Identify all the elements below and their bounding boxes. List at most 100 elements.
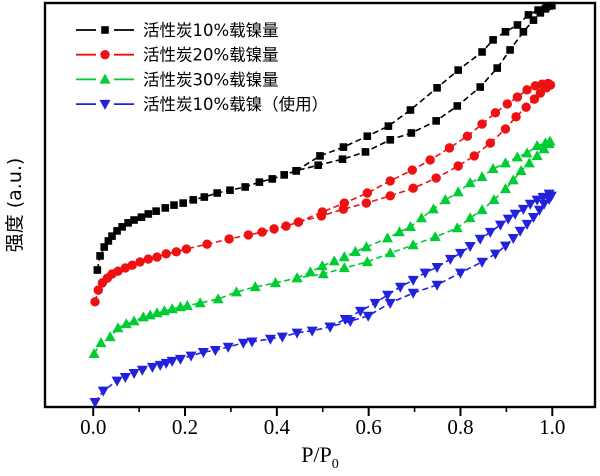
triangle-down-marker	[531, 195, 543, 206]
triangle-up-marker	[393, 226, 405, 237]
triangle-up-marker	[487, 163, 499, 174]
triangle-up-marker	[381, 232, 393, 243]
square-marker	[144, 210, 153, 218]
triangle-up-marker	[544, 135, 556, 146]
circle-marker	[512, 92, 523, 102]
legend-item-ac-10-ni-used: 活性炭10%载镍（使用）	[76, 95, 328, 114]
triangle-down-marker	[524, 199, 536, 210]
triangle-up-marker	[507, 174, 519, 185]
square-marker	[316, 152, 324, 160]
triangle-down-marker	[431, 280, 443, 291]
triangle-up-marker	[128, 315, 140, 326]
square-marker	[268, 175, 277, 183]
square-marker	[226, 186, 234, 194]
legend-label: 活性炭10%载镍（使用）	[143, 95, 328, 114]
triangle-down-marker	[454, 268, 466, 279]
triangle-up-marker	[291, 272, 303, 283]
square-marker	[161, 204, 170, 212]
triangle-down-marker	[128, 368, 140, 379]
square-marker	[363, 132, 372, 140]
circle-marker	[362, 188, 372, 198]
triangle-down-marker	[291, 328, 303, 339]
triangle-up-marker	[181, 300, 193, 311]
triangle-up-marker	[439, 194, 451, 205]
triangle-down-marker	[474, 234, 486, 245]
square-marker	[113, 227, 121, 235]
triangle-up-marker	[194, 297, 206, 308]
triangle-down-marker	[185, 351, 197, 362]
square-marker	[489, 36, 497, 44]
triangle-down-marker	[111, 376, 123, 387]
square-marker	[501, 28, 510, 36]
triangle-up-marker	[407, 239, 419, 250]
legend-label: 活性炭20%载镍量	[143, 46, 279, 65]
x-axis-label: P/P0	[301, 442, 339, 472]
series-ac-20-ni	[90, 78, 556, 307]
triangle-down-marker	[509, 209, 521, 220]
circle-marker	[361, 198, 372, 208]
triangle-up-marker	[269, 277, 281, 288]
triangle-down-marker	[222, 342, 234, 353]
circle-marker	[500, 124, 511, 134]
triangle-down-marker	[394, 282, 406, 293]
circle-marker	[511, 112, 521, 122]
x-axis-tick-label: 0.0	[80, 415, 106, 439]
triangle-down-marker	[246, 337, 258, 348]
square-marker	[130, 216, 138, 224]
triangle-down-marker	[444, 254, 456, 265]
triangle-down-marker	[306, 326, 318, 337]
triangle-down-marker	[514, 226, 526, 237]
circle-marker	[113, 266, 123, 276]
triangle-down-marker	[527, 212, 539, 223]
square-marker	[529, 16, 538, 24]
x-axis-tick-label: 0.8	[447, 415, 473, 439]
circle-marker	[243, 230, 254, 240]
circle-marker	[543, 78, 553, 89]
ac-10-ni-used-adsorption-line	[94, 195, 553, 403]
triangle-down-marker	[339, 314, 351, 325]
triangle-down-marker	[499, 241, 511, 252]
x-axis-tick-label: 1.0	[539, 415, 565, 439]
circle-marker	[385, 191, 395, 201]
series-ac-10-ni	[93, 1, 556, 274]
triangle-up-marker	[429, 231, 441, 242]
square-marker	[361, 148, 370, 156]
square-marker	[454, 66, 462, 74]
triangle-down-marker	[197, 347, 209, 358]
triangle-down-marker	[517, 204, 529, 215]
triangle-down-marker	[476, 257, 488, 268]
circle-marker	[485, 138, 496, 148]
triangle-down-marker	[154, 360, 166, 371]
square-marker	[96, 252, 104, 260]
circle-marker	[257, 227, 267, 237]
square-marker	[124, 219, 132, 227]
triangle-up-marker	[230, 286, 242, 297]
triangle-up-marker	[531, 150, 543, 161]
circle-marker	[202, 239, 212, 249]
legend-item-ac-30-ni: 活性炭30%载镍量	[76, 70, 279, 89]
square-marker	[433, 84, 441, 92]
square-marker	[93, 266, 102, 274]
square-marker	[406, 106, 415, 114]
triangle-up-marker	[317, 268, 329, 279]
plot-frame	[43, 1, 597, 409]
square-marker	[453, 102, 462, 110]
legend-label: 活性炭10%载镍量	[143, 21, 279, 40]
square-marker	[493, 64, 502, 72]
square-marker	[478, 48, 486, 56]
square-marker	[101, 26, 109, 34]
triangle-up-marker	[384, 247, 396, 258]
circle-marker	[453, 161, 463, 171]
square-marker	[137, 213, 146, 221]
square-marker	[407, 129, 416, 137]
triangle-down-marker	[89, 397, 101, 408]
triangle-down-marker	[543, 189, 555, 200]
triangle-down-marker	[99, 99, 111, 110]
triangle-down-marker	[537, 192, 549, 203]
triangle-up-marker	[499, 183, 511, 194]
triangle-up-marker	[415, 212, 427, 223]
triangle-down-marker	[407, 288, 419, 299]
circle-marker	[161, 249, 171, 259]
circle-marker	[462, 131, 473, 141]
